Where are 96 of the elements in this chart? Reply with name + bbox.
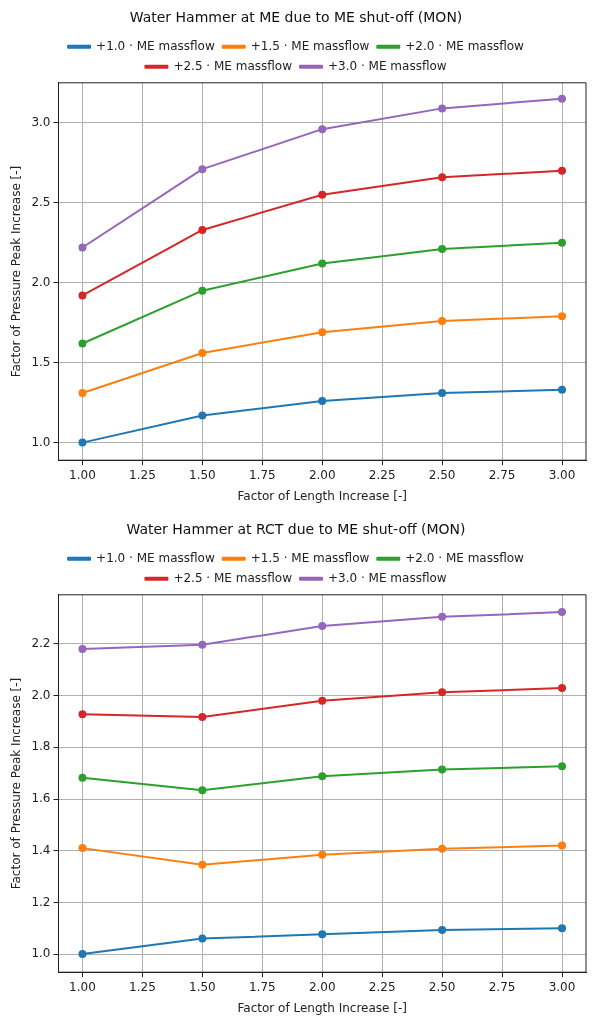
y-tick-label: 2.5 [31,194,51,209]
point [78,773,87,782]
x-tick-label: 2.00 [308,467,336,482]
point [318,190,327,199]
point [318,772,327,781]
legend-label: +2.0 · ME massflow [405,550,525,565]
x-tick-label: 1.00 [69,979,96,994]
y-tick-label: 1.0 [31,946,51,961]
y-tick-label: 3.0 [31,114,51,129]
x-tick-label: 1.75 [248,467,276,482]
point [318,696,327,705]
point [318,328,327,337]
x-tick-label: 3.00 [548,467,576,482]
y-tick-label: 1.6 [31,791,51,806]
point [318,397,327,406]
point [438,317,447,326]
point [558,841,567,850]
point [78,339,87,348]
point [438,612,447,621]
x-tick-label: 1.50 [188,467,216,482]
y-tick-label: 1.0 [31,434,51,449]
point [438,688,447,697]
point [318,125,327,134]
legend-label: +2.0 · ME massflow [405,38,525,53]
point [318,850,327,859]
legend-label: +2.5 · ME massflow [173,570,293,585]
legend-label: +3.0 · ME massflow [328,58,447,73]
x-tick-label: 2.25 [368,979,396,994]
legend-label: +1.0 · ME massflow [96,550,215,565]
x-axis-title: Factor of Length Increase [-] [237,1000,407,1015]
y-tick-label: 2.2 [31,636,51,651]
point [198,786,207,795]
legend-label: +1.5 · ME massflow [250,38,370,53]
point [438,926,447,935]
point [78,710,87,719]
point [78,438,87,447]
point [78,291,87,300]
x-tick-label: 1.25 [129,467,156,482]
point [198,411,207,420]
y-tick-label: 1.4 [31,842,51,857]
chart-title: Water Hammer at RCT due to ME shut-off (MON) [126,521,466,538]
point [558,684,567,693]
point [558,762,567,771]
x-axis-title: Factor of Length Increase [-] [237,488,407,503]
x-tick-label: 1.00 [69,467,96,482]
point [318,259,327,268]
x-tick-label: 2.25 [368,467,396,482]
x-tick-label: 2.75 [488,979,516,994]
point [558,166,567,175]
legend-label: +1.0 · ME massflow [96,38,215,53]
point [438,245,447,254]
point [198,713,207,722]
x-tick-label: 1.75 [248,979,276,994]
legend-label: +2.5 · ME massflow [173,58,293,73]
legend-label: +1.5 · ME massflow [250,550,370,565]
y-tick-label: 2.0 [31,687,51,702]
point [318,930,327,939]
point [318,622,327,631]
y-tick-label: 1.5 [31,354,51,369]
point [438,389,447,398]
y-tick-label: 1.2 [31,894,51,909]
point [558,385,567,394]
point [438,173,447,182]
point [198,640,207,649]
point [438,765,447,774]
point [558,924,567,933]
point [78,844,87,853]
point [198,165,207,174]
point [78,645,87,654]
point [558,608,567,617]
x-tick-label: 2.75 [488,467,516,482]
point [78,950,87,959]
y-tick-label: 2.0 [31,274,51,289]
point [438,104,447,113]
x-tick-label: 3.00 [548,979,576,994]
x-tick-label: 2.50 [428,979,456,994]
point [438,844,447,853]
point [198,286,207,295]
x-tick-label: 2.50 [428,467,456,482]
point [558,238,567,247]
point [558,312,567,321]
y-axis-title: Factor of Pressure Peak Increase [-] [9,677,24,890]
point [78,389,87,398]
y-axis-title: Factor of Pressure Peak Increase [-] [9,165,24,378]
point [198,349,207,358]
y-tick-label: 1.8 [31,739,51,754]
x-tick-label: 1.25 [129,979,156,994]
legend-label: +3.0 · ME massflow [328,570,447,585]
point [78,243,87,252]
point [198,225,207,234]
chart-title: Water Hammer at ME due to ME shut-off (MON) [129,9,463,26]
x-tick-label: 2.00 [308,979,336,994]
point [558,94,567,103]
x-tick-label: 1.50 [188,979,216,994]
point [198,934,207,943]
point [198,860,207,869]
